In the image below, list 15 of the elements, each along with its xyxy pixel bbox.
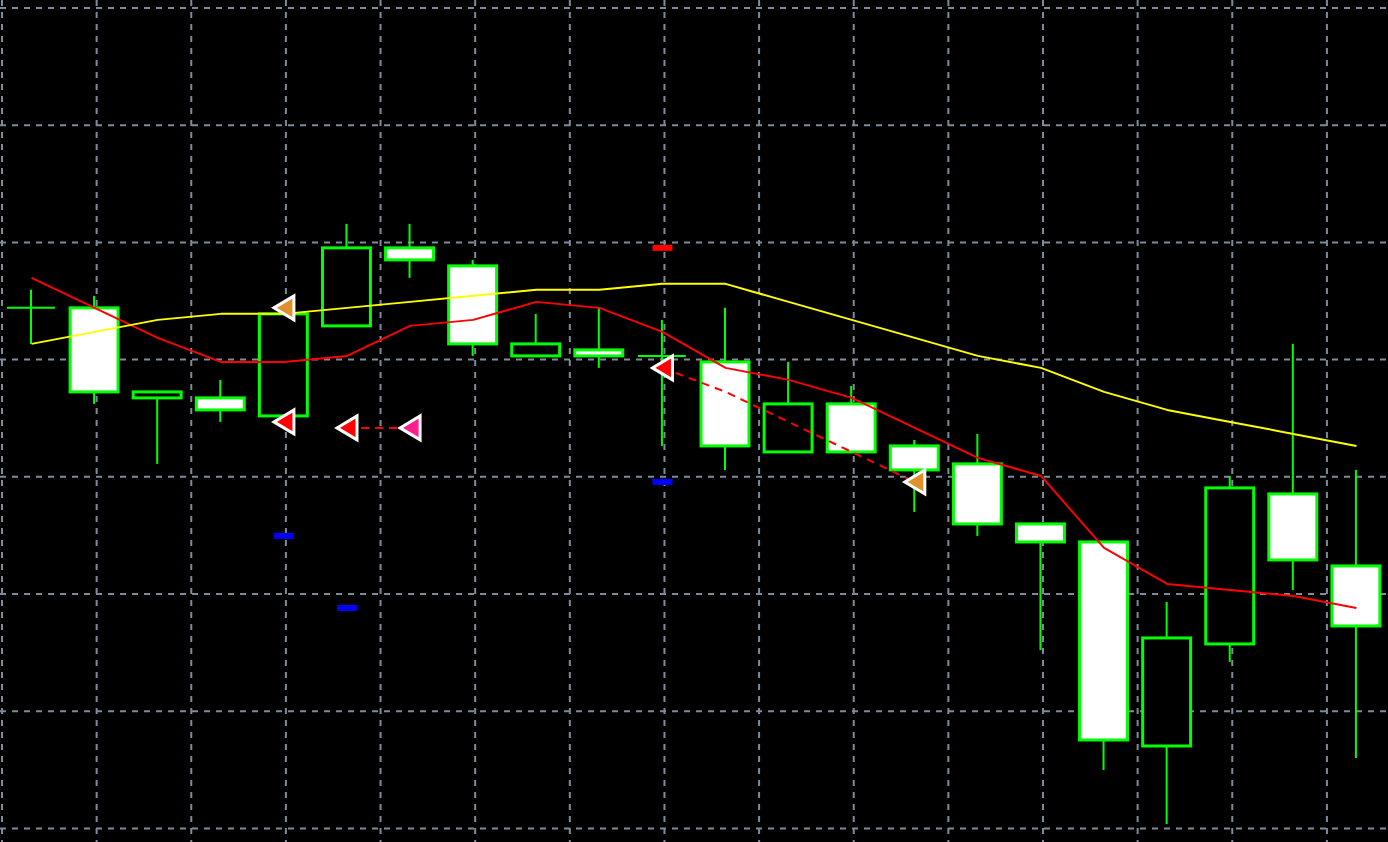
point xyxy=(335,414,359,442)
candlestick xyxy=(510,312,562,358)
point xyxy=(398,414,422,442)
point xyxy=(903,468,927,496)
candlestick xyxy=(131,390,183,465)
point xyxy=(650,354,674,382)
candlestick xyxy=(573,306,625,369)
candlestick xyxy=(6,288,56,345)
candlestick xyxy=(636,318,687,447)
candlestick xyxy=(194,378,246,423)
candlestick xyxy=(1014,522,1066,651)
point xyxy=(272,294,296,322)
candlestick xyxy=(384,222,436,279)
candlestick xyxy=(888,438,940,513)
point xyxy=(272,408,296,436)
